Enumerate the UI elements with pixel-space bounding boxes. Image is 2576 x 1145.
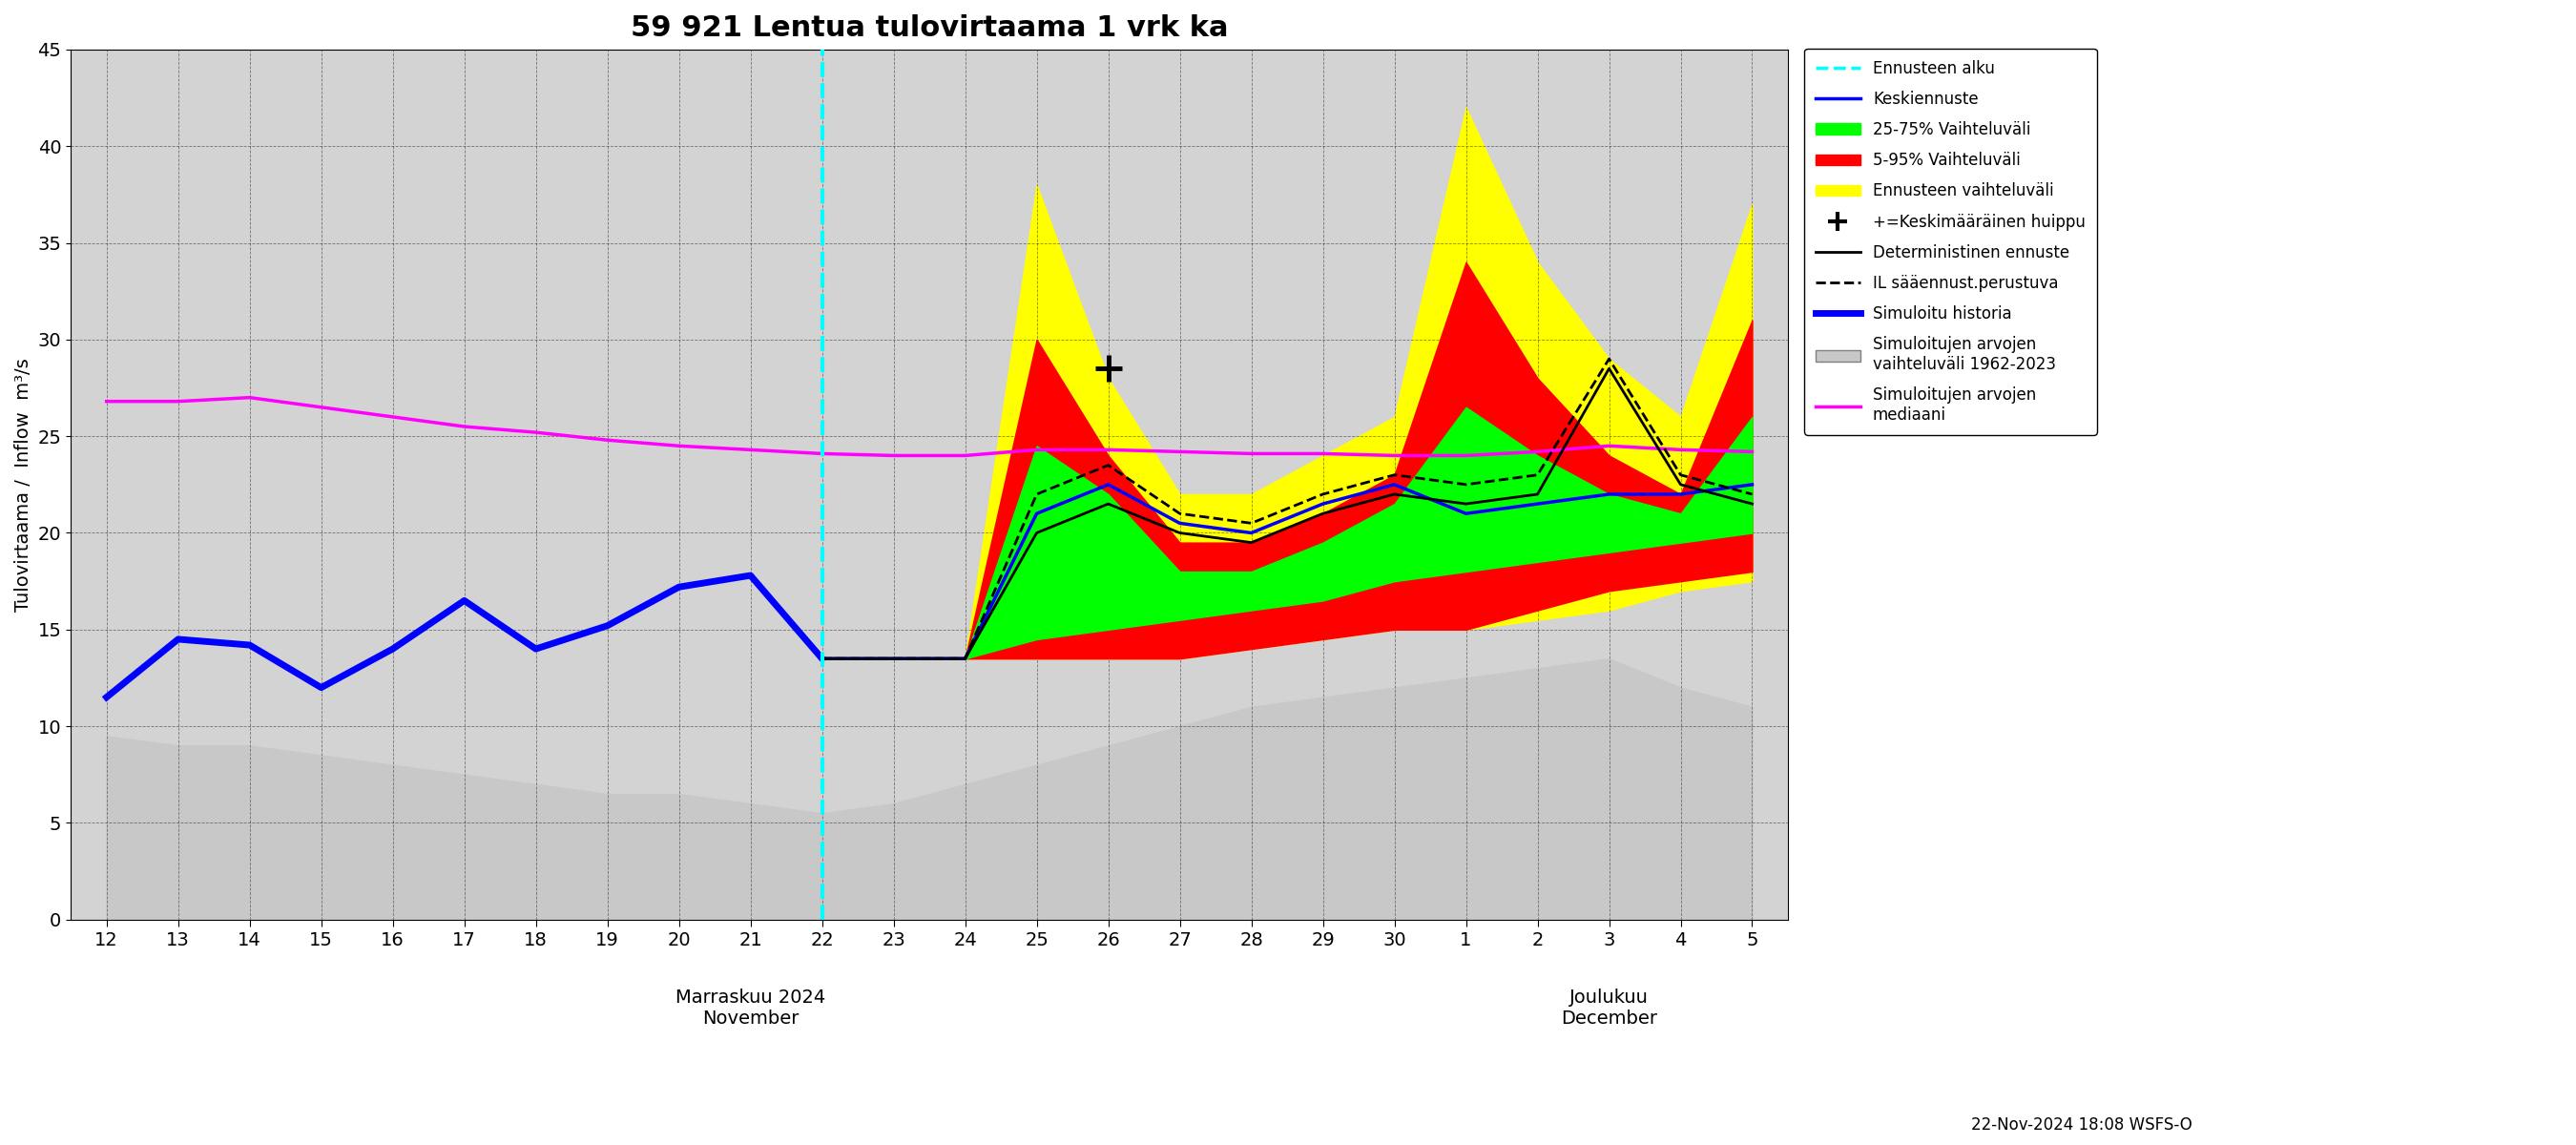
Text: Joulukuu
December: Joulukuu December [1561,988,1656,1028]
Text: Marraskuu 2024
November: Marraskuu 2024 November [675,988,824,1028]
Legend: Ennusteen alku, Keskiennuste, 25-75% Vaihteluväli, 5-95% Vaihteluväli, Ennusteen: Ennusteen alku, Keskiennuste, 25-75% Vai… [1803,49,2097,435]
Text: 22-Nov-2024 18:08 WSFS-O: 22-Nov-2024 18:08 WSFS-O [1971,1116,2192,1134]
Y-axis label: Tulovirtaama /  Inflow  m³/s: Tulovirtaama / Inflow m³/s [15,357,33,611]
Title: 59 921 Lentua tulovirtaama 1 vrk ka: 59 921 Lentua tulovirtaama 1 vrk ka [631,14,1229,42]
